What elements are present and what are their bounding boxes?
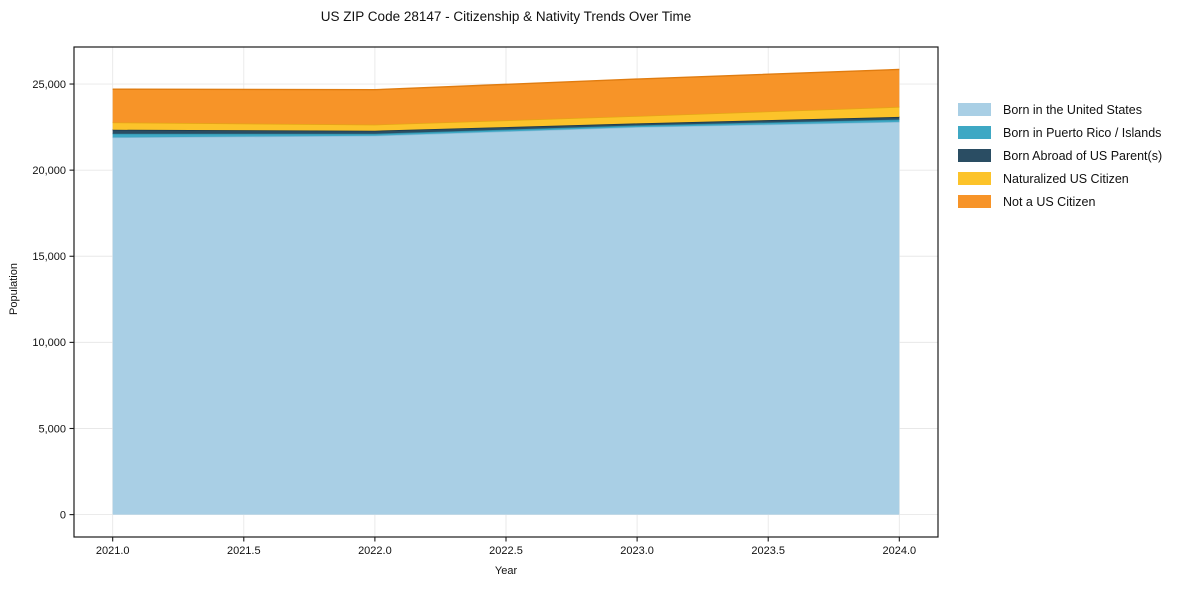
y-tick-label: 10,000 <box>32 337 66 349</box>
legend-swatch-born-in-the-united-states <box>958 103 991 116</box>
legend-item-born-in-the-united-states: Born in the United States <box>958 102 1162 117</box>
area-not-a-us-citizen <box>112 69 900 125</box>
legend-swatch-born-abroad-of-us-parent-s <box>958 149 991 162</box>
y-tick-label: 25,000 <box>32 79 66 91</box>
area-born-abroad-of-us-parent-s <box>112 116 900 134</box>
y-tick-label: 15,000 <box>32 251 66 263</box>
legend-item-naturalized-us-citizen: Naturalized US Citizen <box>958 171 1162 186</box>
legend-swatch-not-a-us-citizen <box>958 195 991 208</box>
y-tick-label: 0 <box>60 509 66 521</box>
x-tick-label: 2022.5 <box>489 545 523 557</box>
x-axis-label: Year <box>494 565 518 577</box>
x-tick-label: 2022.0 <box>358 545 392 557</box>
legend-swatch-born-in-puerto-rico-islands <box>958 126 991 139</box>
legend-item-born-abroad-of-us-parent-s: Born Abroad of US Parent(s) <box>958 148 1163 163</box>
x-tick-label: 2021.5 <box>227 545 261 557</box>
area-edge-not-a-us-citizen <box>112 68 900 91</box>
x-tick-label: 2023.0 <box>620 545 654 557</box>
legend-label: Naturalized US Citizen <box>1003 171 1129 186</box>
chart-title: US ZIP Code 28147 - Citizenship & Nativi… <box>320 9 692 24</box>
legend-swatch-naturalized-us-citizen <box>958 172 991 185</box>
y-tick-label: 20,000 <box>32 165 66 177</box>
legend-label: Born in Puerto Rico / Islands <box>1003 125 1162 140</box>
x-tick-label: 2023.5 <box>751 545 785 557</box>
x-tick-label: 2021.0 <box>96 545 130 557</box>
legend: Born in the United States Born in Puerto … <box>958 102 1163 209</box>
x-tick-label: 2024.0 <box>882 545 916 557</box>
y-tick-label: 5,000 <box>38 423 66 435</box>
legend-label: Born Abroad of US Parent(s) <box>1003 148 1163 163</box>
legend-label: Born in the United States <box>1003 102 1142 117</box>
legend-label: Not a US Citizen <box>1003 194 1096 209</box>
legend-item-born-in-puerto-rico-islands: Born in Puerto Rico / Islands <box>958 125 1162 140</box>
legend-item-not-a-us-citizen: Not a US Citizen <box>958 194 1162 209</box>
y-axis-label: Population <box>8 263 20 315</box>
area-born-in-the-united-states <box>112 121 900 515</box>
